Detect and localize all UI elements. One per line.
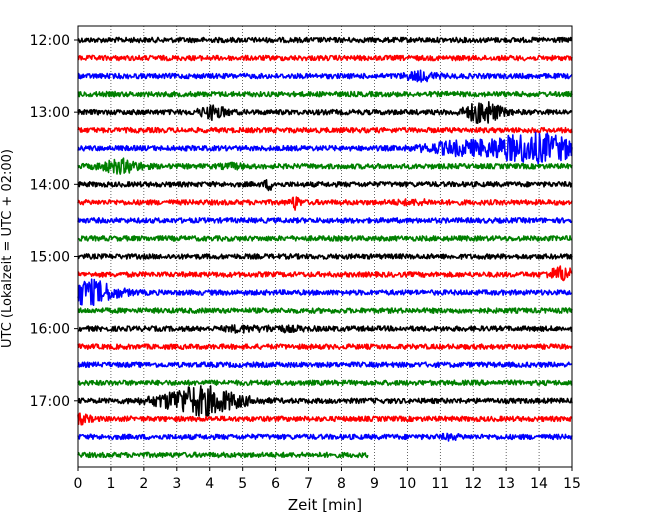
trace-1300 — [77, 100, 573, 125]
trace-1515 — [77, 265, 573, 282]
trace-1500 — [77, 253, 573, 260]
x-tick-label: 5 — [238, 476, 247, 492]
trace-1530 — [77, 278, 573, 306]
x-tick-label: 8 — [337, 476, 346, 492]
x-tick-label: 12 — [464, 476, 482, 492]
y-tick-label: 16:00 — [30, 322, 70, 338]
trace-1200 — [77, 36, 573, 44]
trace-1615 — [77, 343, 573, 351]
y-tick-label: 14:00 — [30, 177, 70, 193]
trace-1630 — [77, 361, 573, 369]
trace-1230 — [77, 69, 573, 83]
y-tick-label: 15:00 — [30, 249, 70, 265]
x-tick-label: 11 — [431, 476, 449, 492]
y-tick-label: 13:00 — [30, 105, 70, 121]
x-tick-label: 15 — [563, 476, 581, 492]
trace-1715 — [77, 412, 573, 426]
trace-1215 — [77, 54, 573, 62]
trace-1600 — [77, 324, 573, 334]
trace-1400 — [77, 178, 573, 192]
trace-1730 — [77, 432, 573, 442]
x-tick-label: 13 — [497, 476, 515, 492]
trace-1700 — [77, 385, 573, 418]
x-tick-label: 1 — [106, 476, 115, 492]
x-tick-label: 6 — [271, 476, 280, 492]
seismic-traces — [77, 36, 573, 459]
y-axis-label: UTC (Lokalzeit = UTC + 02:00) — [0, 149, 15, 348]
y-axis-ticks: 12:00 13:00 14:00 15:00 16:00 17:00 — [30, 33, 78, 410]
x-tick-label: 0 — [74, 476, 83, 492]
x-tick-label: 7 — [304, 476, 313, 492]
trace-1345 — [77, 157, 573, 175]
y-tick-label: 17:00 — [30, 394, 70, 410]
plot-frame — [77, 25, 573, 468]
trace-1645 — [77, 379, 573, 387]
trace-1330 — [77, 131, 573, 165]
trace-1415 — [77, 196, 573, 211]
x-tick-label: 14 — [530, 476, 548, 492]
trace-1745 — [77, 451, 369, 459]
trace-1545 — [77, 307, 573, 314]
x-tick-label: 9 — [370, 476, 379, 492]
x-tick-label: 4 — [205, 476, 214, 492]
trace-1245 — [77, 90, 573, 98]
trace-1430 — [77, 217, 573, 224]
x-tick-label: 3 — [172, 476, 181, 492]
trace-1445 — [77, 235, 573, 242]
trace-1315 — [77, 126, 573, 134]
x-tick-label: 10 — [398, 476, 416, 492]
x-tick-label: 2 — [139, 476, 148, 492]
x-axis-label: Zeit [min] — [288, 496, 362, 514]
x-axis-ticks: 0 1 2 3 4 5 6 7 8 9 10 11 12 13 14 15 — [74, 467, 581, 492]
y-tick-label: 12:00 — [30, 33, 70, 49]
